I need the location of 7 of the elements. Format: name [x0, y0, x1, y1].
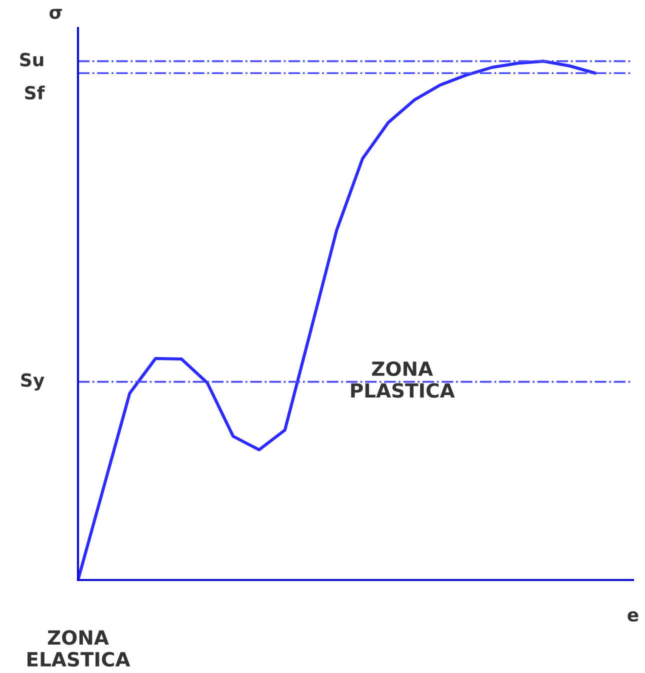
text: ZONA ELASTICA [28, 630, 130, 667]
y-axis-title: σ [50, 8, 62, 19]
ref-line-label: Su [20, 52, 44, 66]
ref-line-label: Sf [25, 86, 45, 100]
ref-line-label: Sy [21, 373, 44, 391]
x-axis-title: e [628, 611, 638, 622]
annotation: ZONA PLASTICA [351, 361, 455, 398]
